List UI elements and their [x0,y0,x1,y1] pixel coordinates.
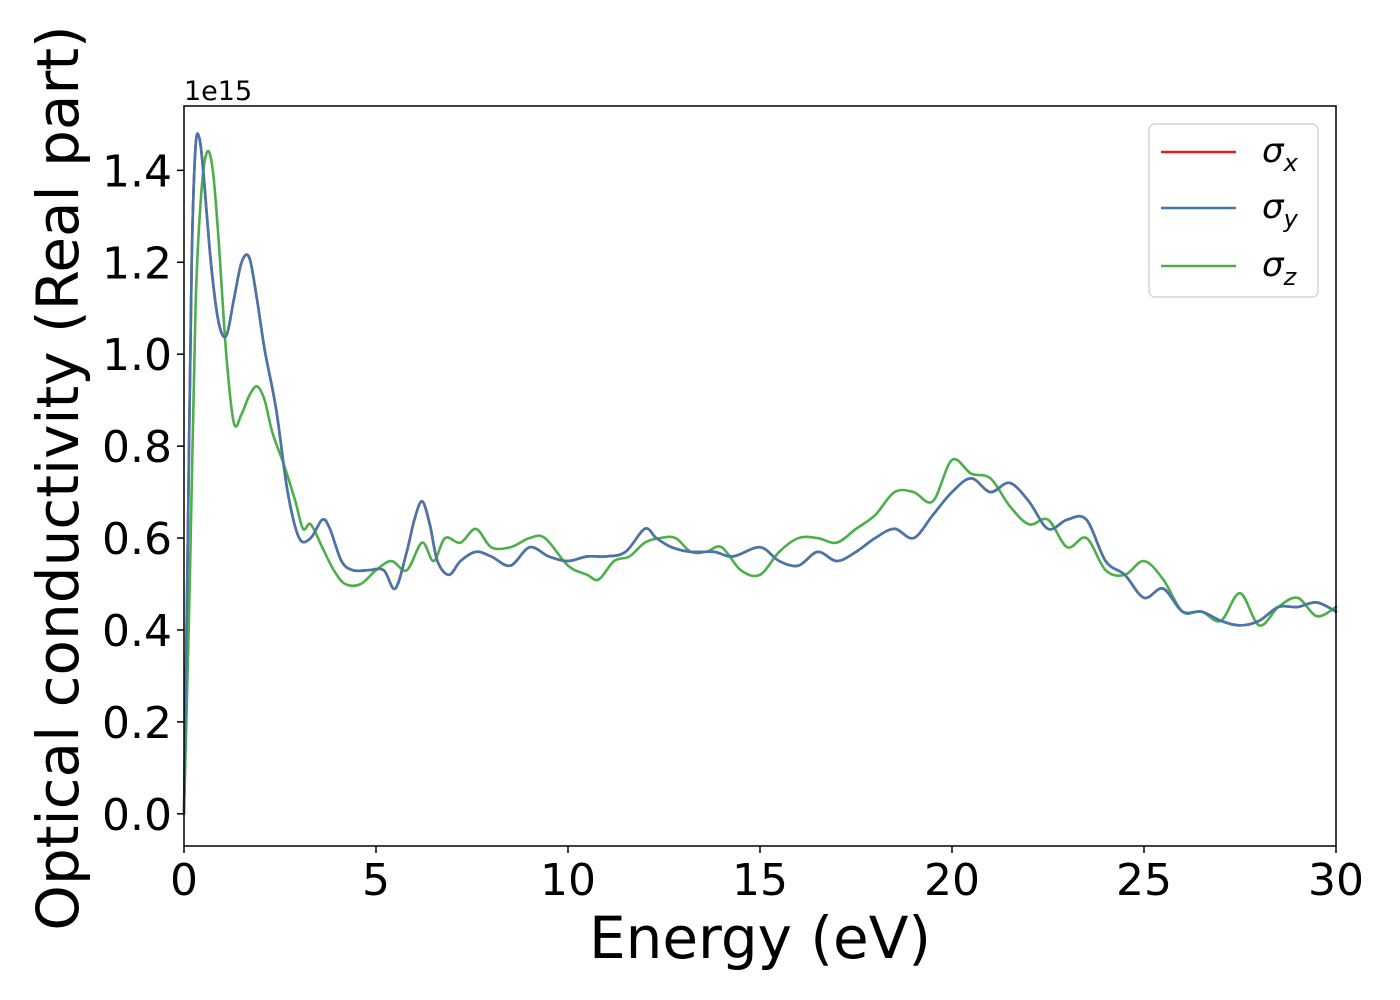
y-tick-label: 1.0 [102,330,172,381]
plot-area [184,106,1336,846]
x-axis-title: Energy (eV) [589,904,931,972]
x-tick-label: 20 [924,855,980,906]
y-tick-label: 0.6 [102,514,172,565]
x-tick-label: 30 [1308,855,1364,906]
series-layer [182,132,1338,816]
y-tick-label: 1.2 [102,238,172,289]
x-tick-label: 10 [540,855,596,906]
y-offset-label: 1e15 [184,76,252,107]
y-axis-ticks: 0.0 0.2 0.4 0.6 0.8 1.0 1.2 1.4 [102,146,184,841]
x-tick-label: 0 [170,855,198,906]
y-axis-title: Optical conductivity (Real part) [24,25,92,930]
series-line-y [182,132,1338,816]
legend-label-z: σz [1262,245,1298,291]
y-tick-label: 0.2 [102,698,172,749]
y-tick-label: 0.8 [102,422,172,473]
x-tick-label: 15 [732,855,788,906]
x-tick-label: 25 [1116,855,1172,906]
y-tick-label: 1.4 [102,146,172,197]
series-line-z [182,149,1338,816]
legend-box [1148,123,1319,298]
y-tick-label: 0.4 [102,606,172,657]
x-tick-label: 5 [362,855,390,906]
x-axis-ticks: 0 5 10 15 20 25 30 [170,846,1364,906]
y-tick-label: 0.0 [102,790,172,841]
